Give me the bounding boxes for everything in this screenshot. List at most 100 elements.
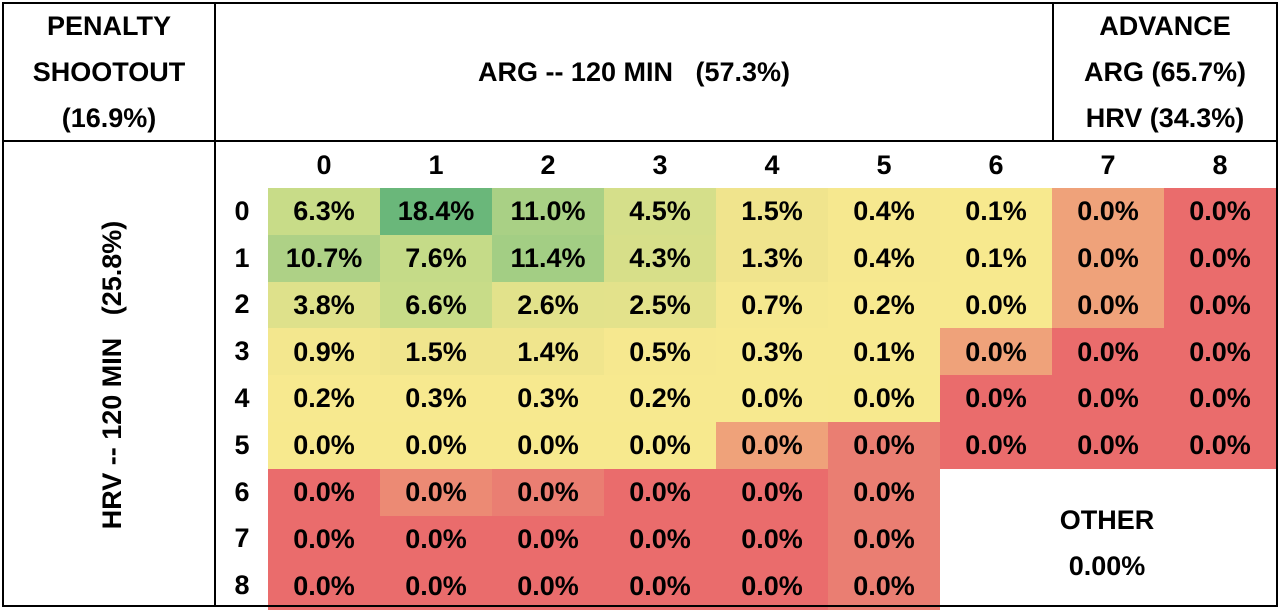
cell-r2-c8: 0.0% (1164, 281, 1276, 329)
cell-r4-c4: 0.0% (716, 375, 828, 423)
cell-r0-c2: 11.0% (492, 188, 604, 236)
outer-border-right (1276, 2, 1278, 607)
cell-r5-c1: 0.0% (380, 422, 492, 470)
cell-r7-c5: 0.0% (828, 515, 940, 563)
cell-r5-c0: 0.0% (268, 422, 380, 470)
column-label-0: 0 (316, 149, 332, 180)
cell-r5-c5: 0.0% (828, 422, 940, 470)
column-label-8: 8 (1212, 149, 1228, 180)
cell-r3-c8: 0.0% (1164, 328, 1276, 376)
cell-r8-c4: 0.0% (716, 562, 828, 610)
row-label-7: 7 (234, 523, 250, 554)
other-label: OTHER (1059, 505, 1155, 535)
cell-r1-c5: 0.4% (828, 234, 940, 283)
cell-r2-c3: 2.5% (604, 281, 716, 329)
cell-r2-c7: 0.0% (1052, 281, 1164, 329)
advance-line-3: HRV (34.3%) (1085, 103, 1245, 133)
advance-line-2: ARG (65.7%) (1083, 57, 1247, 87)
cell-r1-c2: 11.4% (492, 234, 604, 283)
left-column-divider (214, 2, 216, 607)
cell-r0-c4: 1.5% (716, 188, 828, 236)
row-label-4: 4 (234, 383, 250, 414)
row-label-0: 0 (234, 195, 250, 226)
row-label-2: 2 (234, 289, 250, 320)
cell-r5-c3: 0.0% (604, 422, 716, 470)
cell-r7-c0: 0.0% (268, 515, 380, 563)
advance-line-1: ADVANCE (1099, 11, 1231, 41)
outer-border-top (2, 2, 1278, 4)
cell-r6-c2: 0.0% (492, 468, 604, 517)
penalty-shootout-line-3: (16.9%) (61, 103, 157, 133)
cell-r5-c2: 0.0% (492, 422, 604, 470)
cell-r8-c0: 0.0% (268, 562, 380, 610)
cell-r3-c5: 0.1% (828, 328, 940, 376)
row-label-3: 3 (234, 336, 250, 367)
cell-r2-c2: 2.6% (492, 281, 604, 329)
penalty-shootout-line-2: SHOOTOUT (32, 57, 186, 87)
cell-r1-c1: 7.6% (380, 234, 492, 283)
advance-header: ADVANCE ARG (65.7%) HRV (34.3%) (1054, 4, 1276, 140)
cell-r6-c5: 0.0% (828, 468, 940, 517)
cell-r3-c0: 0.9% (268, 328, 380, 376)
cell-r0-c6: 0.1% (940, 188, 1052, 236)
cell-r6-c3: 0.0% (604, 468, 716, 517)
outer-border-bottom (2, 605, 1278, 607)
column-label-3: 3 (652, 149, 668, 180)
cell-r3-c7: 0.0% (1052, 328, 1164, 376)
cell-r8-c5: 0.0% (828, 562, 940, 610)
cell-r5-c6: 0.0% (940, 422, 1052, 470)
cell-r0-c7: 0.0% (1052, 188, 1164, 236)
cell-r4-c5: 0.0% (828, 375, 940, 423)
cell-r2-c4: 0.7% (716, 281, 828, 329)
cell-r1-c3: 4.3% (604, 234, 716, 283)
cell-r2-c1: 6.6% (380, 281, 492, 329)
penalty-shootout-header: PENALTY SHOOTOUT (16.9%) (4, 4, 214, 140)
row-label-6: 6 (234, 476, 250, 507)
cell-r8-c3: 0.0% (604, 562, 716, 610)
cell-r1-c0: 10.7% (268, 234, 380, 283)
cell-r1-c6: 0.1% (940, 234, 1052, 283)
hrv-120-min-label: HRV -- 120 MIN (25.8%) (96, 220, 127, 530)
cell-r4-c1: 0.3% (380, 375, 492, 423)
arg-120-min-label: ARG -- 120 MIN (57.3%) (477, 57, 791, 87)
cell-r0-c8: 0.0% (1164, 188, 1276, 236)
cell-r5-c8: 0.0% (1164, 422, 1276, 470)
cell-r0-c1: 18.4% (380, 188, 492, 236)
column-label-5: 5 (876, 149, 892, 180)
cell-r0-c5: 0.4% (828, 188, 940, 236)
cell-r7-c4: 0.0% (716, 515, 828, 563)
cell-r6-c4: 0.0% (716, 468, 828, 517)
cell-r4-c2: 0.3% (492, 375, 604, 423)
header-divider (2, 140, 1278, 142)
cell-r3-c6: 0.0% (940, 328, 1052, 376)
row-label-8: 8 (234, 570, 250, 601)
cell-r4-c6: 0.0% (940, 375, 1052, 423)
cell-r5-c4: 0.0% (716, 422, 828, 470)
cell-r4-c0: 0.2% (268, 375, 380, 423)
cell-r0-c0: 6.3% (268, 188, 380, 236)
cell-r6-c0: 0.0% (268, 468, 380, 517)
cell-r2-c6: 0.0% (940, 281, 1052, 329)
other-box: OTHER 0.00% (1052, 488, 1162, 598)
column-label-1: 1 (428, 149, 444, 180)
cell-r1-c7: 0.0% (1052, 234, 1164, 283)
outer-border-left (2, 2, 4, 607)
cell-r8-c1: 0.0% (380, 562, 492, 610)
cell-r2-c0: 3.8% (268, 281, 380, 329)
cell-r7-c3: 0.0% (604, 515, 716, 563)
column-label-6: 6 (988, 149, 1004, 180)
cell-r3-c3: 0.5% (604, 328, 716, 376)
cell-r4-c7: 0.0% (1052, 375, 1164, 423)
row-label-1: 1 (234, 242, 250, 273)
cell-r5-c7: 0.0% (1052, 422, 1164, 470)
cell-r3-c1: 1.5% (380, 328, 492, 376)
cell-r4-c8: 0.0% (1164, 375, 1276, 423)
cell-r7-c1: 0.0% (380, 515, 492, 563)
column-label-7: 7 (1100, 149, 1116, 180)
column-label-2: 2 (540, 149, 556, 180)
cell-r3-c4: 0.3% (716, 328, 828, 376)
right-header-divider (1052, 2, 1054, 142)
cell-r8-c2: 0.0% (492, 562, 604, 610)
cell-r0-c3: 4.5% (604, 188, 716, 236)
